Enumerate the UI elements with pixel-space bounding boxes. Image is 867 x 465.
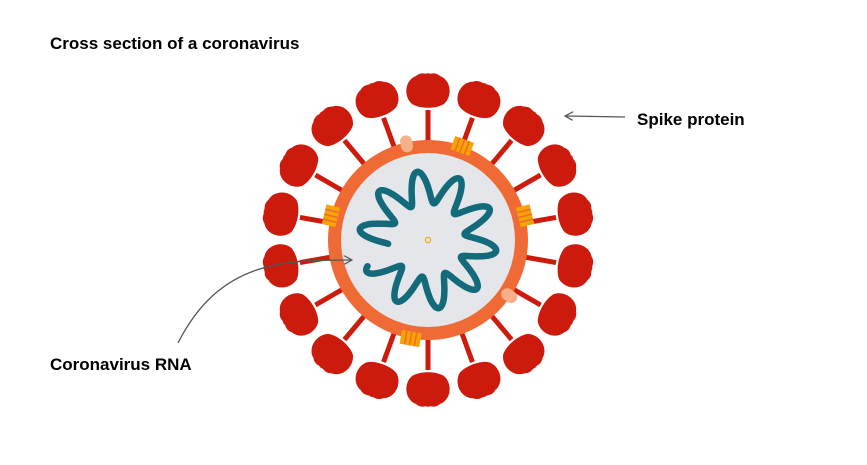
membrane-protein bbox=[450, 136, 474, 157]
spike-head bbox=[262, 192, 299, 236]
spike-head bbox=[406, 73, 450, 108]
spike-head bbox=[311, 333, 353, 375]
spike-head bbox=[503, 333, 545, 375]
virus-interior bbox=[341, 153, 515, 327]
spike-stalk bbox=[425, 110, 431, 150]
spike-head bbox=[406, 372, 450, 407]
diagram-title: Cross section of a coronavirus bbox=[50, 34, 300, 53]
envelope-protein bbox=[501, 288, 518, 304]
spike-head bbox=[311, 105, 353, 147]
membrane-protein bbox=[515, 204, 535, 228]
spike-stalk bbox=[425, 330, 431, 370]
spike-protein bbox=[406, 73, 450, 150]
spike-protein-arrow bbox=[566, 116, 626, 117]
spike-protein-label: Spike protein bbox=[637, 110, 745, 129]
coronavirus-rna-label: Coronavirus RNA bbox=[50, 355, 192, 374]
envelope-protein bbox=[400, 135, 414, 153]
spike-head bbox=[557, 192, 594, 236]
spike-head bbox=[457, 80, 501, 119]
spike-head bbox=[557, 244, 594, 288]
center-mark bbox=[424, 236, 432, 244]
spike-head bbox=[279, 293, 319, 336]
rna-arrow bbox=[177, 260, 351, 344]
spike-head bbox=[262, 244, 299, 288]
spike-head bbox=[355, 361, 399, 400]
membrane-protein bbox=[321, 204, 341, 228]
rna-strand bbox=[356, 168, 500, 312]
spike-head bbox=[503, 105, 545, 147]
membrane-protein bbox=[399, 329, 422, 348]
spike-head bbox=[537, 293, 577, 336]
spike-head bbox=[279, 144, 319, 187]
spike-head bbox=[457, 361, 501, 400]
spike-head bbox=[355, 80, 399, 119]
spike-protein bbox=[406, 330, 450, 407]
spike-head bbox=[537, 144, 577, 187]
